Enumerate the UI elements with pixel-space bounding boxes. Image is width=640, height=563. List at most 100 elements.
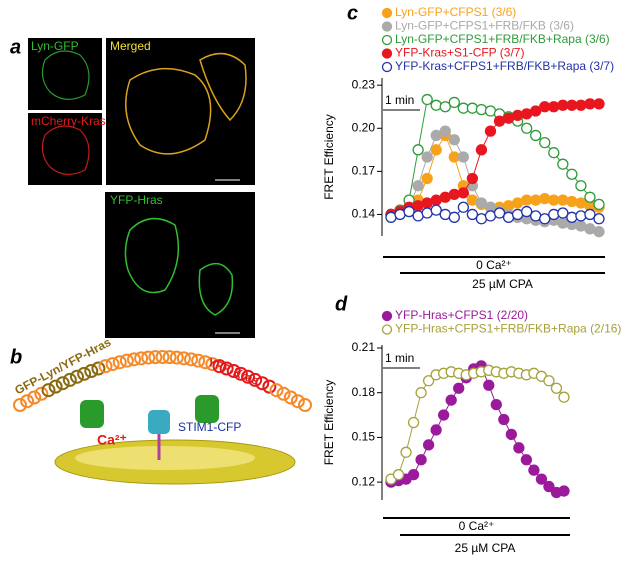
data-point — [448, 134, 460, 146]
data-point — [511, 109, 524, 121]
data-point — [530, 105, 542, 117]
panel-letter: d — [335, 293, 348, 315]
data-point — [557, 217, 569, 229]
y-tick-label: 0.15 — [352, 430, 376, 444]
lipid — [27, 390, 42, 405]
lipid — [212, 359, 227, 374]
y-tick-label: 0.18 — [352, 385, 376, 399]
data-point — [530, 194, 542, 206]
data-point — [593, 226, 605, 238]
lipid — [98, 359, 113, 374]
data-point — [539, 213, 551, 225]
lipid — [84, 364, 99, 379]
lipid — [112, 355, 127, 370]
data-point — [548, 208, 560, 221]
scale-bar-label: 1 min — [385, 351, 414, 365]
data-point — [448, 96, 460, 109]
data-point — [421, 151, 433, 163]
lipid — [191, 353, 206, 368]
lipid — [219, 361, 234, 376]
data-point — [557, 207, 569, 219]
lipid — [77, 366, 92, 381]
data-point — [548, 147, 560, 159]
image-label: mCherry-Kras — [31, 114, 106, 128]
legend-label: YFP-Kras+CFPS1+FRB/FKB+Rapa (3/7) — [395, 59, 614, 73]
data-point — [457, 201, 469, 213]
data-point — [430, 424, 442, 436]
lipid — [55, 376, 70, 391]
lipid — [155, 350, 170, 364]
data-point — [566, 168, 578, 180]
diagram-label: STIM1-CFP — [178, 420, 241, 434]
data-point — [513, 442, 525, 454]
data-point — [407, 416, 420, 429]
data-point — [430, 144, 442, 156]
data-point — [557, 194, 569, 206]
er-lumen — [75, 446, 255, 470]
data-point — [439, 125, 451, 137]
y-axis-label: FRET Efficiency — [322, 380, 336, 466]
legend-label: YFP-Kras+S1-CFP (3/7) — [395, 46, 524, 60]
image-label: Lyn-GFP — [31, 39, 79, 53]
data-point — [558, 391, 570, 403]
data-point — [445, 394, 457, 406]
lipid — [290, 394, 305, 409]
cell-outline — [125, 52, 247, 155]
data-point — [457, 151, 469, 163]
data-point — [430, 99, 442, 111]
legend-label: Lyn-GFP+CFPS1 (3/6) — [395, 5, 516, 19]
panel-letter: c — [347, 2, 358, 24]
lipid — [276, 386, 291, 401]
protein — [195, 395, 219, 423]
data-point — [521, 122, 533, 134]
lipid — [198, 355, 213, 370]
data-point — [475, 144, 488, 156]
data-point — [466, 102, 479, 114]
data-point — [415, 454, 427, 466]
legend-label: Lyn-GFP+CFPS1+FRB/FKB (3/6) — [395, 19, 574, 33]
data-point — [453, 382, 465, 394]
cell-outline — [41, 50, 90, 100]
data-point — [548, 101, 560, 113]
lipid — [169, 350, 184, 365]
data-point — [490, 398, 502, 411]
data-point — [403, 205, 415, 218]
lipid — [20, 394, 35, 409]
legend-marker — [381, 7, 393, 19]
y-tick-label: 0.20 — [352, 120, 376, 134]
lipid — [134, 351, 149, 366]
data-point — [566, 195, 578, 208]
annotation: 25 µM CPA — [472, 277, 533, 291]
data-point — [535, 473, 548, 485]
data-point — [593, 213, 605, 225]
data-point — [584, 191, 596, 203]
lipid — [41, 383, 56, 398]
diagram-label: GFP-Lyn/YFP-Hras — [12, 335, 113, 398]
data-point — [575, 99, 587, 111]
y-axis-label: FRET Efficiency — [322, 114, 336, 200]
lipid — [34, 386, 49, 401]
lipid — [283, 390, 298, 405]
data-point — [584, 208, 596, 221]
data-point — [457, 187, 469, 199]
cell-outline — [124, 217, 234, 316]
data-point — [557, 158, 569, 170]
micrograph — [28, 113, 102, 185]
data-point — [422, 375, 435, 387]
annotation: 0 Ca²⁺ — [476, 258, 512, 272]
y-tick-label: 0.17 — [352, 164, 376, 178]
lipid — [298, 398, 312, 412]
panel-letter: b — [10, 346, 22, 368]
data-point — [528, 464, 540, 476]
protein — [80, 400, 104, 428]
lipid — [48, 379, 63, 394]
legend-marker — [381, 21, 393, 32]
annotation: 0 Ca²⁺ — [459, 519, 495, 533]
data-point — [430, 204, 442, 216]
y-tick-label: 0.21 — [352, 340, 376, 354]
lipid — [141, 350, 156, 365]
data-point — [593, 198, 605, 211]
y-tick-label: 0.12 — [352, 474, 376, 488]
legend-marker — [381, 310, 393, 322]
